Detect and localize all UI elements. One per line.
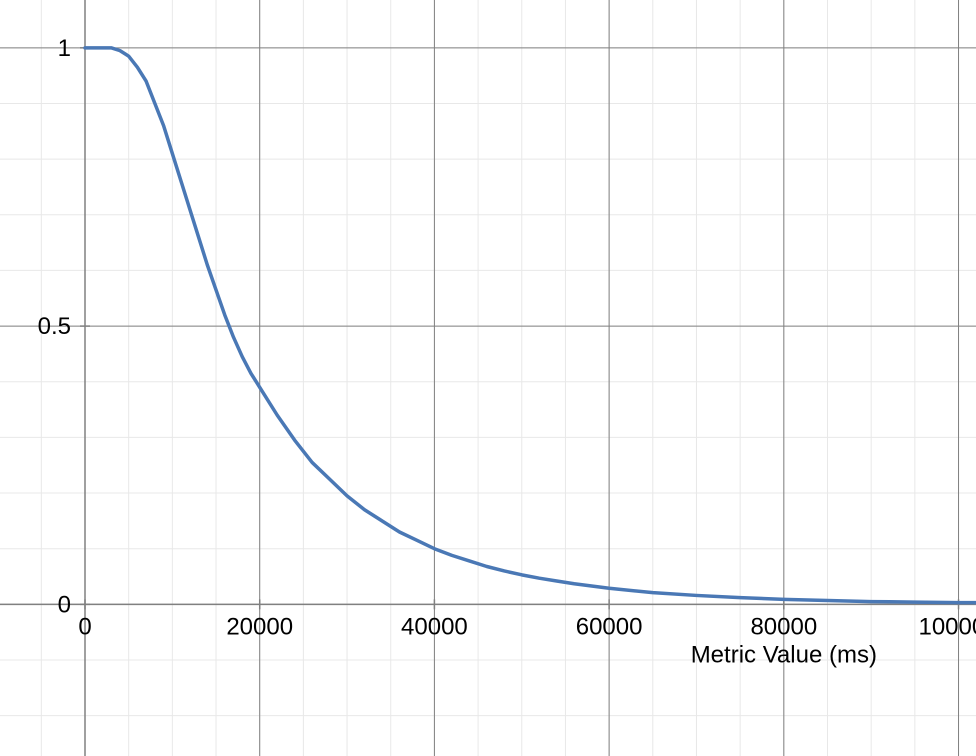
x-tick-label: 20000 (226, 613, 293, 640)
x-tick-label: 60000 (576, 613, 643, 640)
line-chart: 0 20000 40000 60000 80000 100000 0 0.5 1 Metric V… (0, 0, 976, 756)
y-tick-label: 0 (58, 591, 71, 618)
x-tick-label: 100000 (918, 613, 976, 640)
x-axis-label: Metric Value (ms) (691, 641, 877, 668)
y-tick-label: 1 (58, 35, 71, 62)
x-tick-label: 40000 (401, 613, 468, 640)
x-tick-label: 80000 (750, 613, 817, 640)
y-tick-label: 0.5 (38, 313, 71, 340)
x-tick-label: 0 (78, 613, 91, 640)
chart-container: 0 20000 40000 60000 80000 100000 0 0.5 1 Metric V… (0, 0, 976, 756)
